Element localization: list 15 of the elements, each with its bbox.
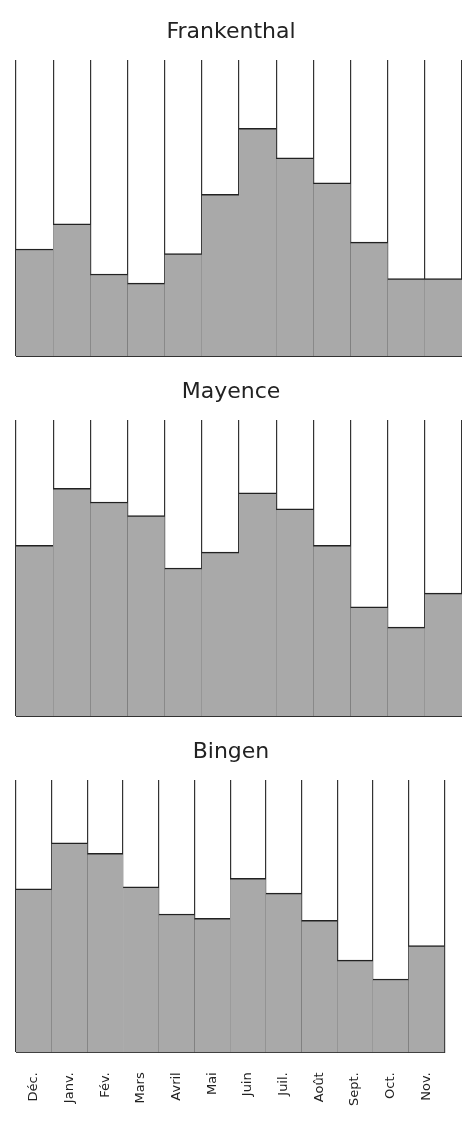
chart-title: Bingen [191, 737, 271, 765]
chart-title: Mayence [180, 377, 282, 405]
x-tick-label: Janv. [60, 1072, 76, 1105]
x-tick-label: Mars [132, 1072, 148, 1104]
x-tick-label: Août [310, 1072, 326, 1103]
x-tick-label: Avril [167, 1072, 183, 1101]
chart-title: Frankenthal [165, 17, 297, 45]
x-tick-label: Fév. [96, 1072, 112, 1098]
x-tick-label: Juil. [275, 1072, 291, 1097]
x-tick-label: Juin [239, 1072, 255, 1098]
x-tick-label: Mai [203, 1072, 219, 1096]
x-tick-label: Nov. [417, 1072, 433, 1101]
x-tick-label: Sept. [346, 1072, 362, 1106]
x-tick-label: Déc. [25, 1072, 41, 1102]
x-tick-label: Oct. [382, 1072, 398, 1099]
